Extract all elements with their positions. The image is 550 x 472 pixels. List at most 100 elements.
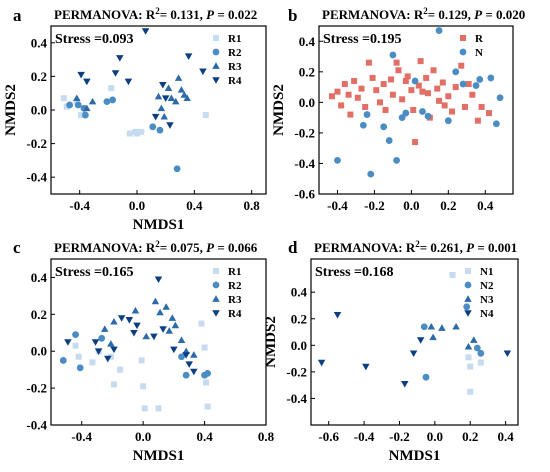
x-tick-label: 0.2	[440, 198, 456, 213]
data-point	[452, 322, 460, 330]
data-point	[117, 315, 126, 322]
y-tick-label: 0.2	[31, 307, 47, 322]
data-point	[117, 366, 124, 373]
panel-letter: d	[288, 238, 298, 257]
data-point	[449, 271, 456, 278]
data-point	[474, 117, 481, 124]
data-point	[190, 368, 198, 376]
data-point	[168, 314, 177, 321]
data-point	[477, 349, 485, 357]
r2-value: = 0.075,	[160, 240, 206, 255]
permanova-prefix: PERMANOVA: R	[54, 7, 156, 22]
plot-frame	[310, 258, 519, 426]
x-tick-label: 0.0	[129, 198, 145, 213]
y-tick-label: 0.0	[31, 344, 47, 359]
y-tick-label: -0.4	[26, 418, 47, 433]
data-point	[110, 317, 118, 325]
x-tick-label: 0.8	[258, 429, 275, 444]
permanova-prefix: PERMANOVA: R	[322, 7, 424, 22]
data-point	[389, 51, 397, 59]
data-point	[365, 59, 372, 66]
data-point	[202, 112, 209, 119]
legend-label: R3	[228, 61, 242, 73]
p-value: = 0.066	[214, 240, 258, 255]
p-label: P	[206, 240, 215, 255]
data-point	[165, 327, 173, 334]
data-point	[177, 336, 186, 343]
legend-label: N	[475, 47, 483, 59]
data-point	[464, 342, 473, 350]
series-R4	[77, 28, 207, 129]
p-label: P	[206, 7, 215, 22]
x-tick-label: -0.4	[327, 198, 348, 213]
legend-label: N3	[480, 294, 494, 306]
data-point	[156, 126, 164, 134]
x-tick-label: -0.2	[364, 198, 385, 213]
data-point	[436, 97, 443, 104]
data-point	[140, 383, 147, 390]
data-point	[419, 88, 426, 95]
legend-marker	[212, 310, 220, 317]
data-point	[395, 67, 402, 74]
x-tick-label: 0.0	[135, 429, 151, 444]
legend-marker	[460, 35, 466, 41]
y-tick-label: 0.0	[291, 338, 307, 353]
data-point	[401, 381, 409, 388]
data-point	[385, 137, 393, 144]
legend-marker	[212, 48, 220, 56]
permanova-label: PERMANOVA: R2= 0.129, P = 0.020	[322, 6, 525, 22]
data-point	[469, 91, 476, 98]
panel-letter: b	[288, 6, 297, 25]
y-tick-label: -0.6	[294, 187, 315, 202]
data-point	[404, 73, 411, 80]
data-point	[423, 74, 430, 81]
legend: R1 R2 R3 R4	[212, 266, 242, 320]
data-point	[149, 123, 157, 131]
y-axis-label: NMDS2	[263, 316, 279, 368]
x-tick-label: -0.2	[389, 429, 410, 444]
r2-superscript: 2	[155, 239, 160, 249]
data-point	[83, 78, 91, 86]
data-point	[411, 77, 419, 85]
data-point	[154, 276, 163, 284]
data-point	[151, 113, 160, 121]
data-point	[473, 344, 481, 352]
data-point	[317, 359, 326, 367]
p-value: = 0.020	[482, 7, 525, 22]
data-point	[110, 346, 118, 354]
y-tick-label: 0.4	[291, 285, 308, 300]
r2-superscript: 2	[155, 6, 160, 16]
data-point	[459, 80, 467, 88]
data-point	[88, 97, 97, 105]
data-point	[141, 405, 148, 412]
series-R4	[64, 276, 198, 376]
legend-label: R	[475, 33, 484, 45]
data-point	[204, 403, 211, 410]
data-point	[435, 27, 443, 34]
stress-label: Stress =0.093	[55, 32, 134, 47]
data-point	[78, 112, 85, 119]
data-point	[116, 55, 124, 62]
data-point	[461, 103, 468, 110]
data-point	[359, 121, 367, 129]
data-point	[412, 139, 419, 146]
data-point	[98, 334, 106, 342]
data-point	[94, 348, 103, 355]
data-point	[82, 111, 89, 119]
data-point	[427, 322, 436, 330]
legend-marker	[464, 310, 472, 317]
legend-marker	[464, 281, 472, 289]
legend-marker	[465, 268, 471, 274]
data-point	[358, 85, 365, 92]
data-point	[458, 62, 465, 69]
data-point	[333, 311, 342, 319]
data-point	[167, 94, 176, 102]
data-point	[363, 111, 371, 118]
y-tick-label: 0.2	[291, 311, 307, 326]
data-point	[465, 354, 472, 361]
x-tick-label: 0.4	[196, 429, 213, 444]
data-point	[328, 93, 335, 100]
data-point	[73, 94, 81, 102]
y-axis-label: NMDS2	[3, 84, 19, 136]
